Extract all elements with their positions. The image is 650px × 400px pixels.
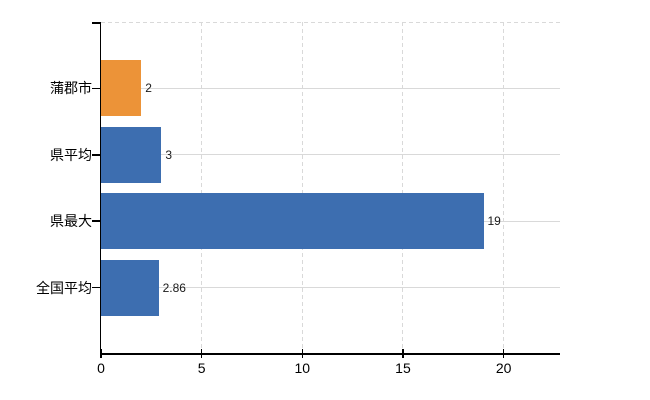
gridline-horizontal bbox=[101, 287, 560, 289]
gridline-vertical bbox=[201, 22, 203, 354]
y-axis-tick bbox=[92, 286, 101, 289]
bar bbox=[101, 259, 159, 316]
value-label: 2.86 bbox=[162, 280, 186, 295]
x-axis-tick-label: 10 bbox=[294, 360, 311, 376]
x-axis-tick bbox=[301, 349, 304, 358]
category-label: 蒲郡市 bbox=[50, 80, 92, 97]
x-axis-tick bbox=[100, 349, 102, 358]
plot-top-border bbox=[101, 22, 560, 23]
y-axis-tick bbox=[92, 87, 101, 90]
value-label: 2 bbox=[145, 81, 152, 96]
x-axis-tick-label: 15 bbox=[395, 360, 411, 376]
category-label: 県平均 bbox=[50, 146, 92, 163]
x-axis-tick-label: 5 bbox=[197, 360, 206, 376]
x-axis-line bbox=[99, 353, 560, 355]
gridline-horizontal bbox=[101, 154, 560, 156]
category-label: 県最大 bbox=[50, 213, 92, 230]
category-label: 全国平均 bbox=[36, 279, 92, 296]
y-axis-line bbox=[99, 22, 101, 355]
y-axis-tick bbox=[92, 154, 101, 156]
x-axis-tick-label: 20 bbox=[495, 360, 512, 376]
x-axis-tick bbox=[200, 349, 203, 358]
value-label: 19 bbox=[487, 214, 501, 229]
x-axis-tick bbox=[402, 349, 404, 358]
x-axis-tick bbox=[502, 349, 505, 358]
gridline-vertical bbox=[503, 22, 505, 354]
value-label: 3 bbox=[165, 147, 173, 162]
gridline-horizontal bbox=[101, 87, 560, 89]
bar bbox=[101, 193, 484, 250]
y-axis-end-tick bbox=[92, 22, 101, 24]
x-axis-tick-label: 0 bbox=[97, 360, 105, 376]
y-axis-tick bbox=[92, 220, 101, 222]
gridline-vertical bbox=[402, 22, 404, 354]
bar bbox=[101, 60, 142, 117]
gridline-vertical bbox=[301, 22, 303, 354]
bar bbox=[101, 126, 162, 183]
plot-area: 2 蒲郡市 3 県平均 19 県最大 2.86 全国平均 0 5 10 15 20 bbox=[36, 22, 560, 375]
